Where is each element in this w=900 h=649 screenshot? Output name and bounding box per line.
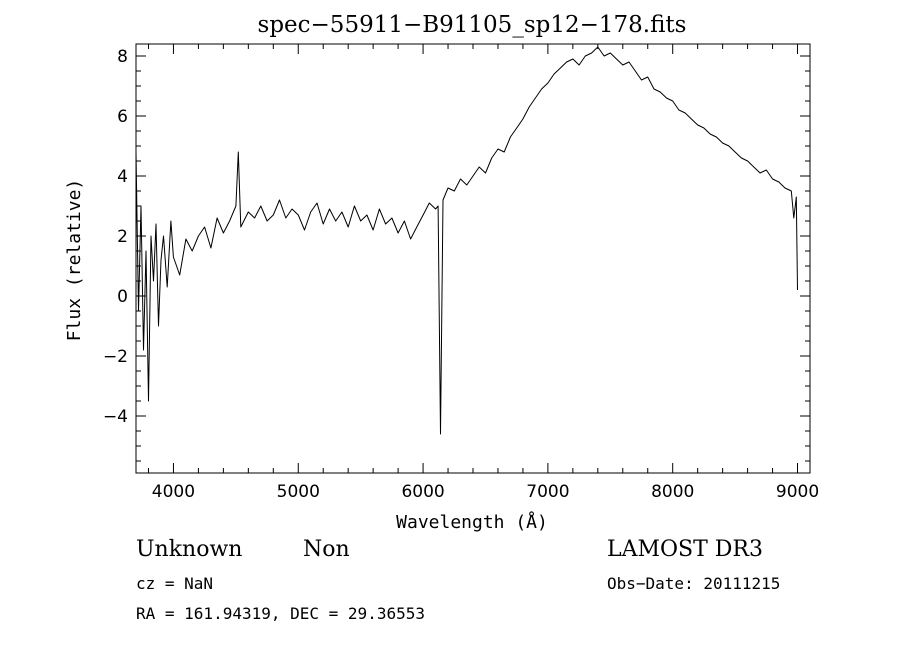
redshift-label: cz = NaN	[136, 574, 214, 593]
spectrum-series	[135, 46, 798, 435]
axis-ticks	[136, 44, 810, 473]
obs-date-label: Obs−Date: 20111215	[607, 574, 781, 593]
chart-title: spec−55911−B91105_sp12−178.fits	[258, 12, 687, 38]
x-tick-label: 8000	[651, 482, 694, 502]
axis-tick-labels: 4000 5000 6000 7000 8000 9000 −4 −2 0 2 4 6 8	[103, 47, 819, 502]
y-tick-label: 6	[117, 107, 128, 127]
x-tick-label: 9000	[776, 482, 819, 502]
subclass-label: Non	[303, 537, 350, 562]
y-tick-label: 4	[117, 167, 128, 187]
x-tick-label: 5000	[277, 482, 320, 502]
x-tick-label: 6000	[401, 482, 444, 502]
survey-label: LAMOST DR3	[607, 537, 763, 562]
spectrum-line	[135, 46, 798, 435]
y-tick-label: 2	[117, 227, 128, 247]
y-axis-label: Flux (relative)	[64, 179, 85, 342]
y-tick-label: −4	[103, 407, 128, 427]
plot-frame	[135, 43, 811, 474]
y-tick-label: 8	[117, 47, 128, 67]
y-tick-label: −2	[103, 347, 128, 367]
coordinates-label: RA = 161.94319, DEC = 29.36553	[136, 604, 425, 623]
object-class-label: Unknown	[136, 537, 243, 562]
x-axis-label: Wavelength (Å)	[396, 511, 548, 533]
x-tick-label: 7000	[526, 482, 569, 502]
y-tick-label: 0	[117, 287, 128, 307]
x-tick-label: 4000	[152, 482, 195, 502]
